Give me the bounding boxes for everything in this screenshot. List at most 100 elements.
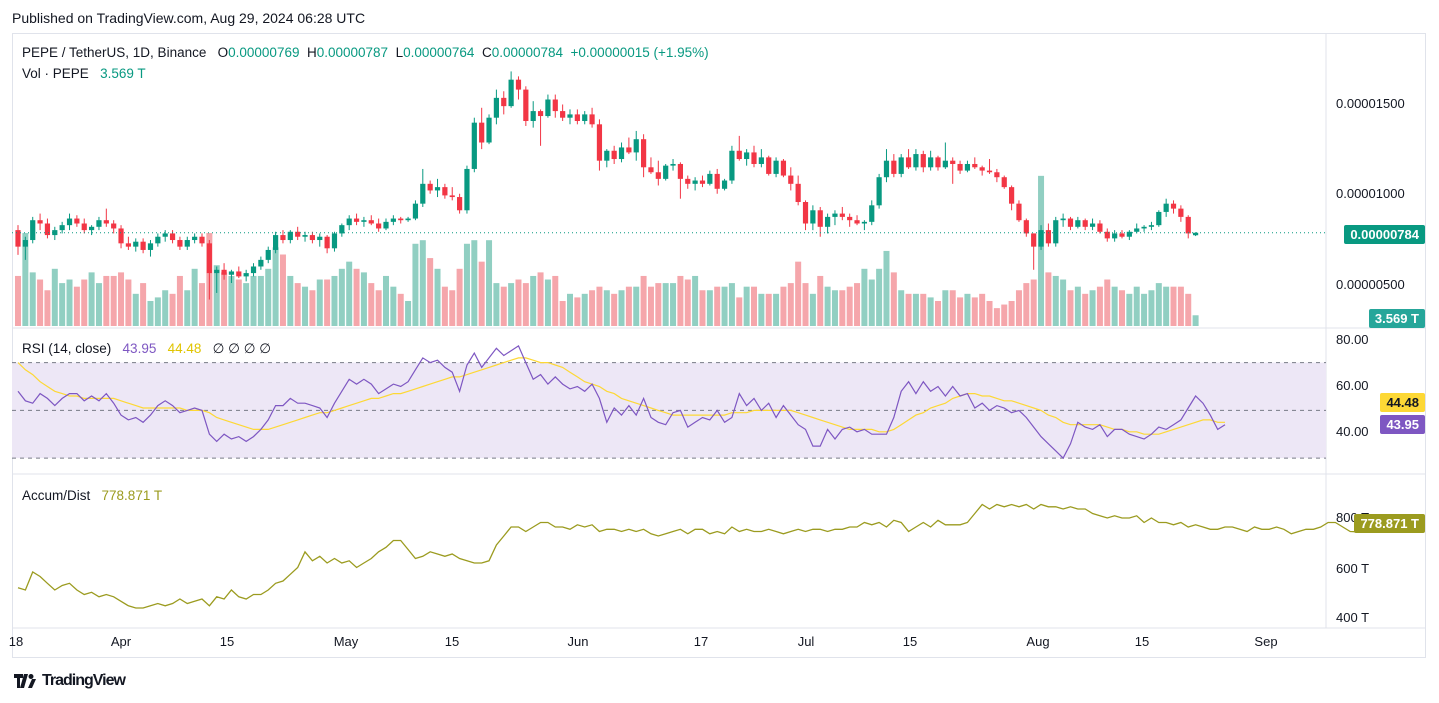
candle-body <box>339 225 345 234</box>
volume-bar <box>73 286 80 326</box>
candle-body <box>192 236 198 241</box>
volume-bar <box>1023 283 1030 326</box>
price-axis-label: 0.00000500 <box>1336 277 1405 292</box>
volume-bar <box>279 254 286 326</box>
candle-body <box>515 79 522 90</box>
candle-body <box>604 150 610 161</box>
candle-body <box>302 235 308 237</box>
volume-bar <box>1192 315 1199 326</box>
ad-value: 778.871 T <box>101 488 163 503</box>
candle-body <box>412 203 419 219</box>
candle-body <box>905 157 912 168</box>
x-axis-label: 15 <box>1134 634 1150 649</box>
candle-body <box>184 240 190 247</box>
candle-body <box>508 79 514 107</box>
candle-body <box>1097 223 1103 232</box>
candle-body <box>979 167 985 171</box>
candle-body <box>1156 211 1162 226</box>
candle-body <box>1170 203 1177 209</box>
volume-bar <box>824 286 831 326</box>
candle-body <box>1038 230 1044 247</box>
volume-bar <box>1052 275 1059 326</box>
candle-body <box>994 172 1000 178</box>
volume-bar <box>51 268 58 326</box>
candle-body <box>574 114 580 122</box>
candle-body <box>986 170 993 173</box>
volume-bar <box>1148 290 1155 326</box>
candle-body <box>663 165 669 179</box>
volume-bar <box>213 265 220 326</box>
volume-bar <box>942 290 949 326</box>
candle-body <box>677 163 683 179</box>
volume-bar <box>876 268 883 326</box>
volume-bar <box>839 290 846 326</box>
rsi-label[interactable]: RSI (14, close) <box>22 341 112 356</box>
candle-body <box>839 213 845 217</box>
volume-bar <box>1045 272 1052 326</box>
candle-body <box>1178 208 1184 217</box>
volume-bar <box>949 290 956 326</box>
volume-bar <box>449 290 456 326</box>
volume-bar <box>471 240 478 326</box>
candle-body <box>309 235 315 241</box>
x-axis-label: Jun <box>567 634 589 649</box>
volume-bar <box>250 275 257 326</box>
candle-body <box>368 220 374 224</box>
candle-body <box>685 178 691 184</box>
candle-body <box>66 218 73 226</box>
x-axis-label: 17 <box>693 634 709 649</box>
volume-bar <box>324 279 331 326</box>
candle-body <box>898 157 904 174</box>
candle-body <box>96 220 102 227</box>
rsi-legend: RSI (14, close) 43.95 44.48 ∅ ∅ ∅ ∅ <box>22 341 271 357</box>
volume-bar <box>920 293 927 326</box>
volume-bar <box>434 268 441 326</box>
candle-body <box>486 117 492 143</box>
candle-body <box>1045 230 1051 244</box>
change-value: +0.00000015 (+1.95%) <box>570 45 709 60</box>
volume-bar <box>1141 293 1148 326</box>
ad-label[interactable]: Accum/Dist <box>22 488 91 503</box>
volume-bar <box>898 290 905 326</box>
volume-bar <box>59 283 66 326</box>
close-label: C <box>481 45 492 60</box>
candle-body <box>670 163 676 166</box>
volume-bar <box>927 297 934 326</box>
volume-bar <box>795 261 802 326</box>
volume-bar <box>596 286 603 326</box>
x-axis-label: 18 <box>8 634 24 649</box>
open-value: 0.00000769 <box>228 45 300 60</box>
high-label: H <box>306 45 317 60</box>
candle-body <box>950 160 956 164</box>
candle-body <box>876 177 882 206</box>
candle-body <box>501 97 507 107</box>
volume-bar <box>647 286 654 326</box>
candle-body <box>751 152 757 164</box>
volume-bar <box>993 308 1000 326</box>
volume-bar <box>890 272 897 326</box>
volume-bar <box>603 290 610 326</box>
candle-body <box>22 240 28 247</box>
symbol-label[interactable]: PEPE / TetherUS, 1D, Binance <box>22 45 207 60</box>
candle-body <box>1104 231 1110 239</box>
x-axis-label: Sep <box>1254 634 1278 649</box>
candle-body <box>699 180 706 184</box>
volume-bar <box>552 275 559 326</box>
candle-body <box>353 218 360 222</box>
volume-bar <box>37 279 44 326</box>
volume-bar <box>721 286 728 326</box>
candle-body <box>766 157 772 174</box>
volume-bar <box>456 268 463 326</box>
volume-label[interactable]: Vol · PEPE <box>22 66 89 81</box>
candle-body <box>721 180 728 189</box>
rsi-badge: 43.95 <box>1380 415 1425 434</box>
volume-bar <box>1038 175 1045 326</box>
candle-body <box>236 271 242 277</box>
candle-body <box>1067 218 1074 227</box>
volume-bar <box>957 297 964 326</box>
ad-axis-label: 600 T <box>1336 561 1370 576</box>
volume-bar <box>773 293 780 326</box>
volume-bar <box>589 290 596 326</box>
tradingview-brand[interactable]: TradingView <box>42 672 126 689</box>
